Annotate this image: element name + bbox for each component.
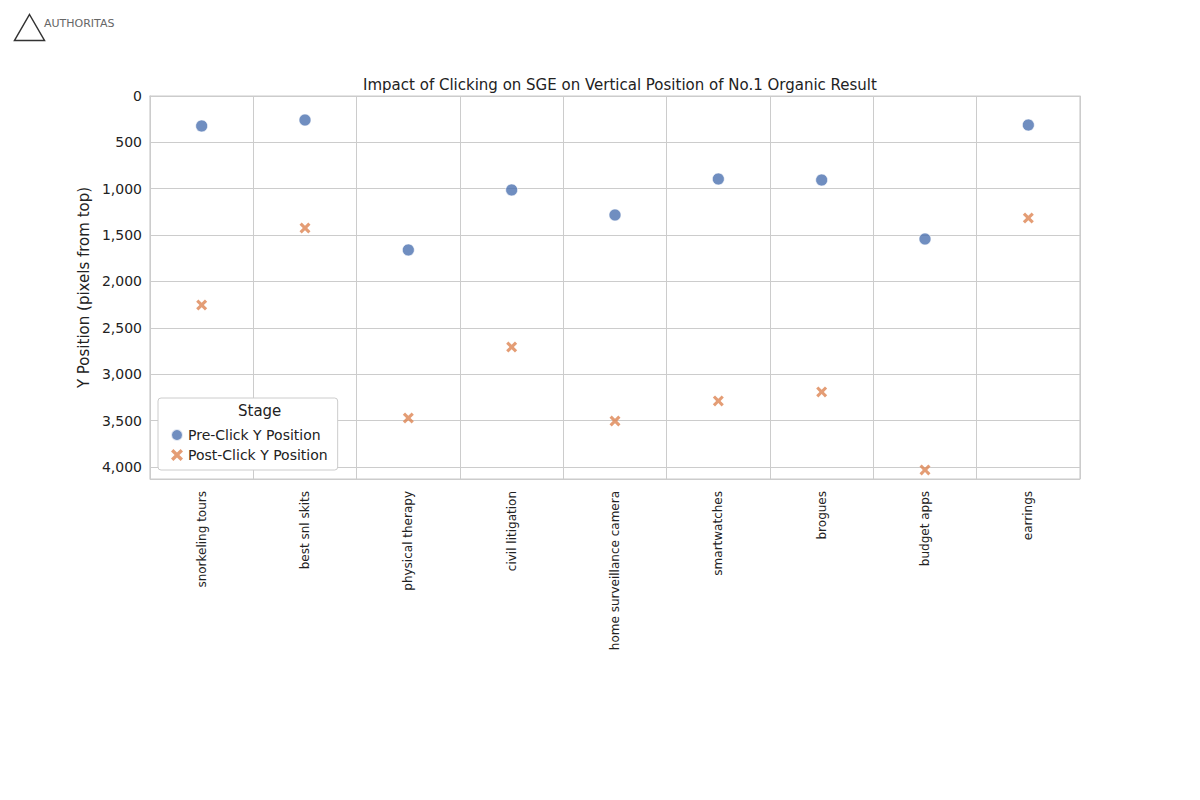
svg-text:snorkeling tours: snorkeling tours (195, 491, 209, 588)
svg-text:0: 0 (133, 88, 142, 104)
svg-text:3,000: 3,000 (102, 366, 142, 382)
svg-text:best snl skits: best snl skits (298, 491, 312, 569)
svg-text:home surveillance camera: home surveillance camera (608, 491, 622, 650)
svg-text:Pre-Click Y Position: Pre-Click Y Position (188, 427, 321, 443)
svg-text:2,000: 2,000 (102, 273, 142, 289)
svg-text:Impact of Clicking on SGE on V: Impact of Clicking on SGE on Vertical Po… (363, 76, 877, 94)
svg-text:Post-Click Y Position: Post-Click Y Position (188, 447, 328, 463)
svg-text:4,000: 4,000 (102, 459, 142, 475)
svg-text:smartwatches: smartwatches (711, 491, 725, 576)
svg-text:500: 500 (115, 134, 142, 150)
svg-text:AUTHORITAS: AUTHORITAS (44, 17, 115, 30)
svg-text:brogues: brogues (815, 491, 829, 540)
svg-text:2,500: 2,500 (102, 320, 142, 336)
svg-text:Stage: Stage (238, 402, 281, 420)
svg-text:earrings: earrings (1021, 491, 1035, 540)
svg-text:3,500: 3,500 (102, 413, 142, 429)
svg-text:1,000: 1,000 (102, 181, 142, 197)
svg-text:civil litigation: civil litigation (505, 491, 519, 571)
svg-text:Y Position (pixels from top): Y Position (pixels from top) (75, 187, 93, 389)
svg-text:physical therapy: physical therapy (401, 491, 415, 591)
svg-text:1,500: 1,500 (102, 227, 142, 243)
svg-text:budget apps: budget apps (918, 491, 932, 566)
